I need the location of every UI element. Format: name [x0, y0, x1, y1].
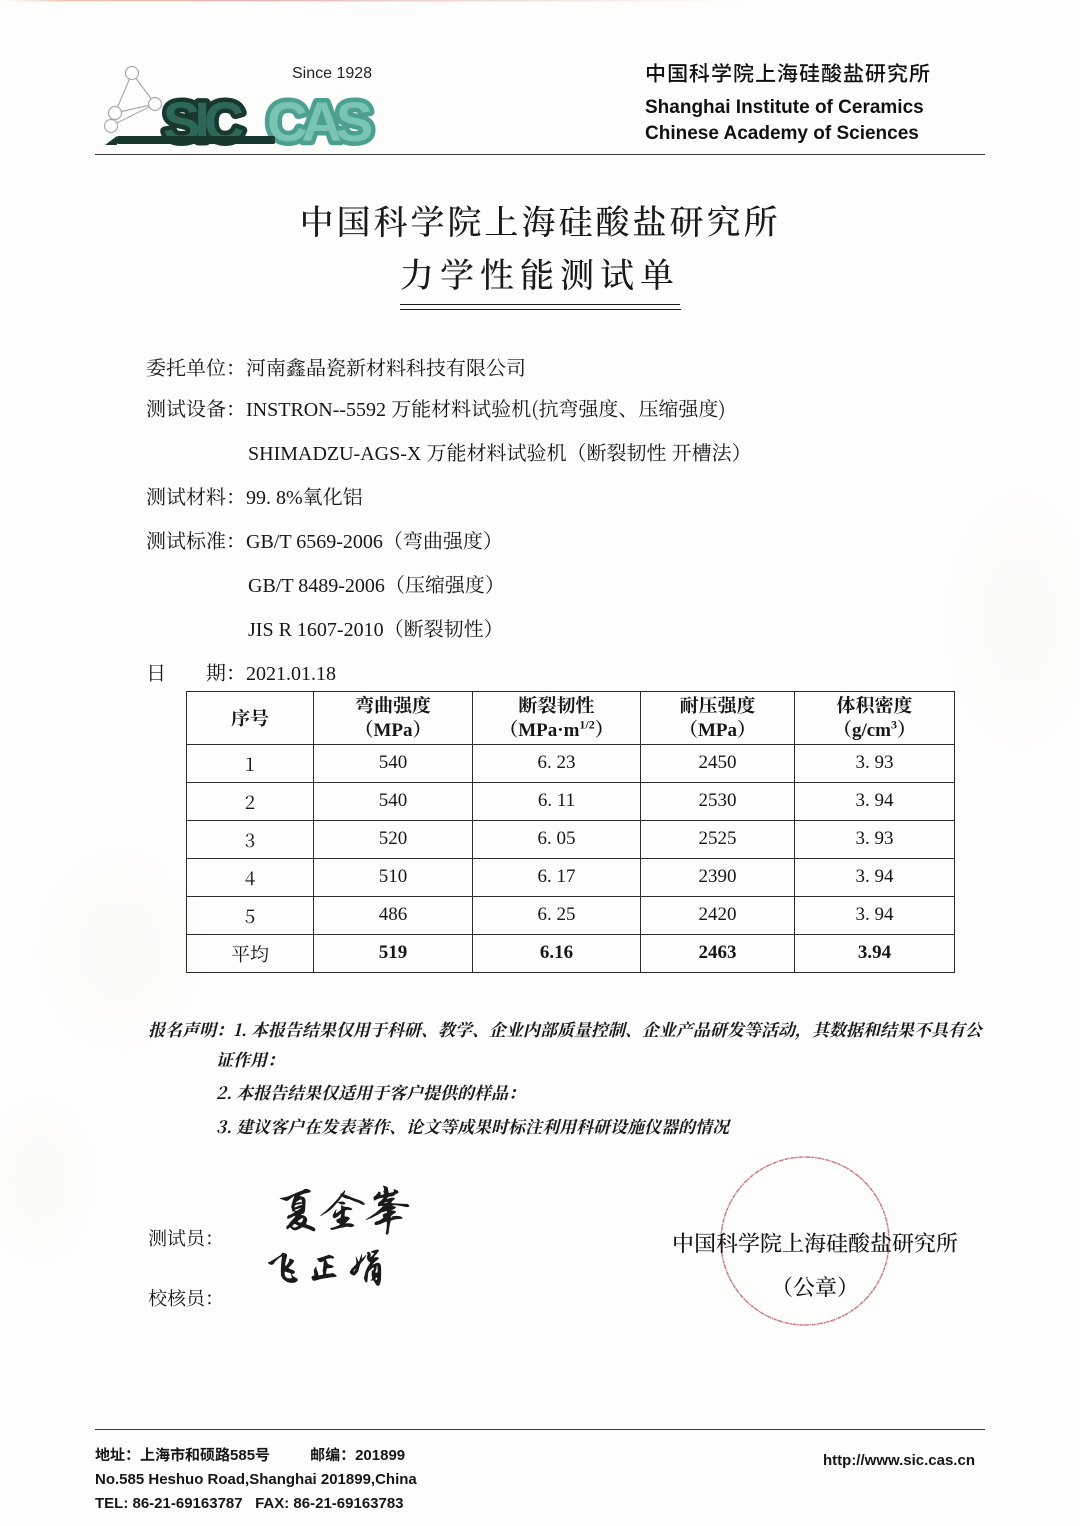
svg-text:Since 1928: Since 1928: [292, 65, 372, 82]
svg-text:CAS: CAS: [267, 90, 372, 153]
